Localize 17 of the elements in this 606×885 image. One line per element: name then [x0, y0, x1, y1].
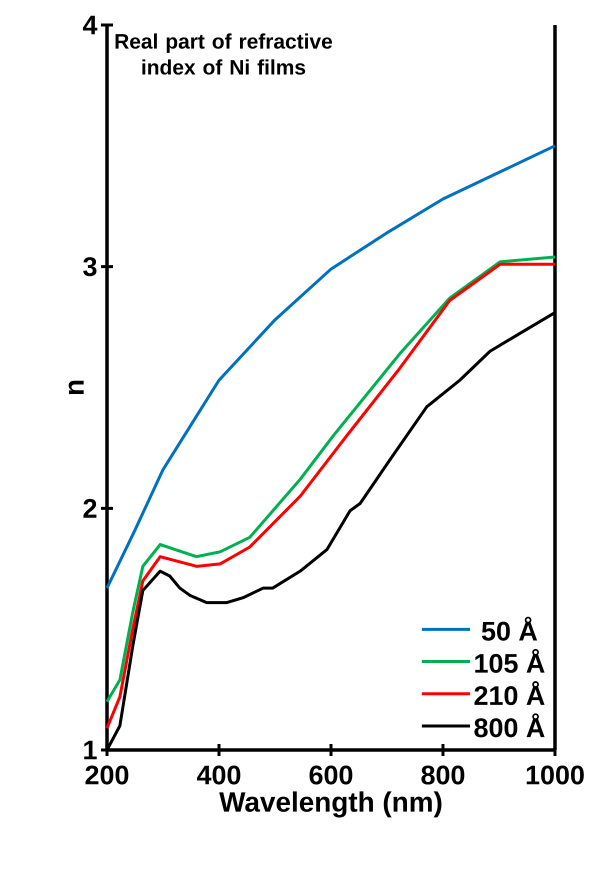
legend-label: 50 Å [482, 616, 538, 641]
legend-label: 800 Å [474, 713, 545, 738]
y-tick-label: 2 [83, 498, 96, 518]
x-tick-label: 800 [421, 766, 464, 785]
y-tick-label: 4 [82, 16, 98, 34]
line-series [106, 144, 556, 590]
y-tick-label: 3 [83, 257, 97, 276]
legend-label: 210 Å [474, 681, 545, 706]
legend-label: 105 Å [475, 648, 545, 673]
y-tick-label: 1 [84, 740, 97, 760]
text: Real part of refractive index of Ni films [116, 33, 332, 75]
y-axis-title: n [68, 380, 84, 394]
x-tick-label: 1000 [526, 766, 584, 785]
x-tick-label: 200 [85, 766, 128, 785]
x-tick-label: 400 [196, 766, 240, 785]
x-tick-label: 600 [310, 766, 352, 785]
x-axis-title: Wavelength (nm) [219, 791, 442, 818]
